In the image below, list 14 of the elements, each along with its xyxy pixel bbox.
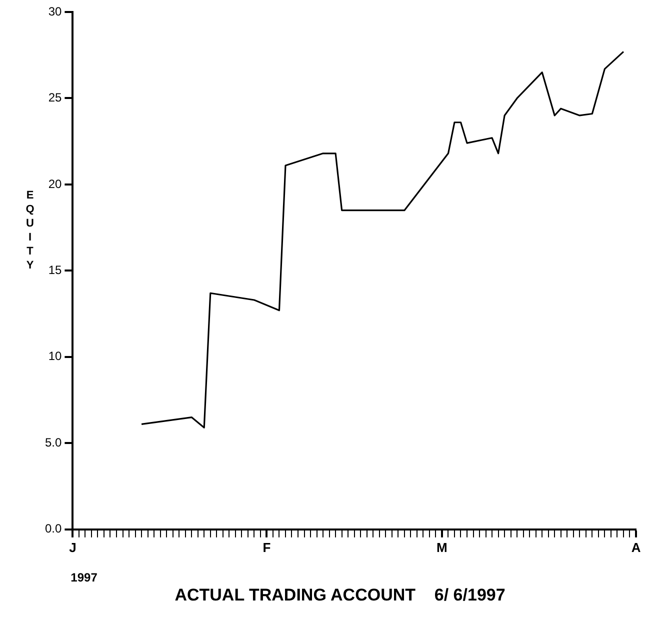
x-tick-label: A [631,540,642,555]
x-tick-label: J [69,540,76,555]
x-tick-label: M [436,540,448,555]
text: ACTUAL TRADING ACCOUNT 6/ 6/1997 [174,586,506,605]
y-tick-label: 15 [48,263,62,278]
y-tick-label: 0.0 [44,522,62,536]
y-tick-label: 30 [48,4,62,18]
text: 1997 [70,570,98,585]
y-tick-label: 25 [48,90,62,105]
y-tick-label: 5.0 [44,435,62,450]
y-tick-label: 20 [48,176,62,191]
x-tick-label: F [262,540,271,555]
y-axis-title: EQUITY [26,190,35,272]
y-tick-label: 10 [48,349,62,364]
